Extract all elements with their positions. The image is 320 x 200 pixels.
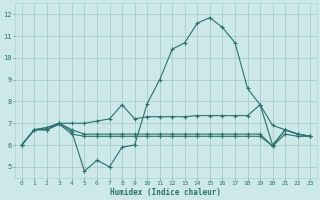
X-axis label: Humidex (Indice chaleur): Humidex (Indice chaleur) xyxy=(110,188,221,197)
